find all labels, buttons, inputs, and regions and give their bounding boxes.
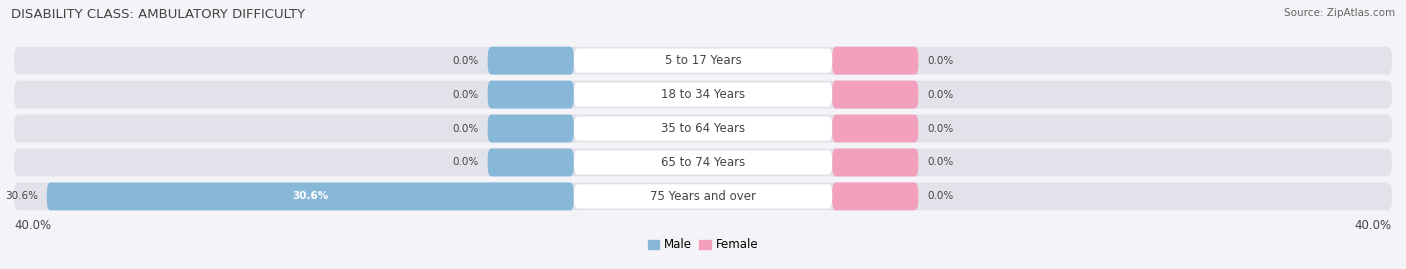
- Text: DISABILITY CLASS: AMBULATORY DIFFICULTY: DISABILITY CLASS: AMBULATORY DIFFICULTY: [11, 8, 305, 21]
- FancyBboxPatch shape: [574, 48, 832, 73]
- FancyBboxPatch shape: [488, 47, 574, 75]
- Text: 40.0%: 40.0%: [1355, 219, 1392, 232]
- FancyBboxPatch shape: [14, 81, 1392, 108]
- FancyBboxPatch shape: [574, 83, 832, 107]
- FancyBboxPatch shape: [574, 116, 832, 141]
- Text: 0.0%: 0.0%: [453, 90, 479, 100]
- FancyBboxPatch shape: [488, 148, 574, 176]
- FancyBboxPatch shape: [832, 47, 918, 75]
- FancyBboxPatch shape: [46, 182, 574, 210]
- Text: 0.0%: 0.0%: [453, 123, 479, 133]
- FancyBboxPatch shape: [832, 115, 918, 143]
- Legend: Male, Female: Male, Female: [643, 234, 763, 256]
- FancyBboxPatch shape: [14, 182, 1392, 210]
- Text: Source: ZipAtlas.com: Source: ZipAtlas.com: [1284, 8, 1395, 18]
- Text: 0.0%: 0.0%: [927, 157, 953, 168]
- Text: 0.0%: 0.0%: [927, 123, 953, 133]
- Text: 0.0%: 0.0%: [453, 157, 479, 168]
- FancyBboxPatch shape: [832, 182, 918, 210]
- Text: 75 Years and over: 75 Years and over: [650, 190, 756, 203]
- Text: 35 to 64 Years: 35 to 64 Years: [661, 122, 745, 135]
- FancyBboxPatch shape: [832, 148, 918, 176]
- Text: 40.0%: 40.0%: [14, 219, 51, 232]
- FancyBboxPatch shape: [832, 81, 918, 108]
- FancyBboxPatch shape: [574, 150, 832, 175]
- Text: 0.0%: 0.0%: [453, 56, 479, 66]
- Text: 65 to 74 Years: 65 to 74 Years: [661, 156, 745, 169]
- FancyBboxPatch shape: [488, 81, 574, 108]
- Text: 0.0%: 0.0%: [927, 192, 953, 201]
- Text: 0.0%: 0.0%: [927, 90, 953, 100]
- Text: 5 to 17 Years: 5 to 17 Years: [665, 54, 741, 67]
- Text: 0.0%: 0.0%: [927, 56, 953, 66]
- FancyBboxPatch shape: [14, 115, 1392, 143]
- Text: 30.6%: 30.6%: [292, 192, 329, 201]
- Text: 18 to 34 Years: 18 to 34 Years: [661, 88, 745, 101]
- FancyBboxPatch shape: [488, 115, 574, 143]
- FancyBboxPatch shape: [14, 148, 1392, 176]
- FancyBboxPatch shape: [574, 184, 832, 208]
- Text: 30.6%: 30.6%: [6, 192, 38, 201]
- FancyBboxPatch shape: [14, 47, 1392, 75]
